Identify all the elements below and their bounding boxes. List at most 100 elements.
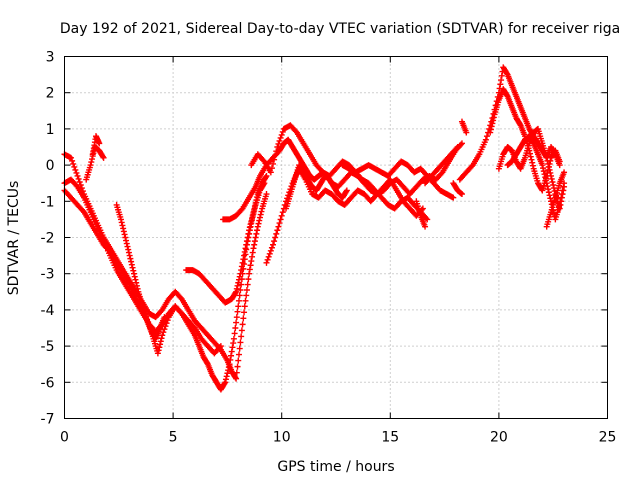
data-point	[239, 321, 246, 328]
data-point	[125, 246, 132, 253]
data-point	[245, 230, 252, 237]
data-point	[238, 327, 245, 334]
data-point	[253, 230, 260, 237]
data-point	[157, 338, 164, 345]
data-point	[238, 263, 245, 270]
plot-frame	[64, 56, 608, 419]
data-point	[159, 332, 166, 339]
data-point	[250, 245, 257, 252]
data-point	[279, 128, 286, 135]
data-point	[216, 344, 223, 351]
data-point	[247, 221, 254, 228]
data-point	[73, 182, 80, 189]
data-point	[74, 172, 81, 179]
data-point	[279, 209, 286, 216]
y-tick-label: 1	[46, 122, 55, 138]
data-point	[154, 350, 161, 357]
data-point	[233, 369, 240, 376]
series-trace-s	[413, 198, 429, 230]
x-tick-label: 20	[490, 430, 508, 446]
data-point	[228, 348, 235, 355]
data-point	[249, 215, 256, 222]
data-point	[130, 267, 137, 274]
data-point	[278, 131, 285, 138]
data-point	[243, 292, 250, 299]
data-point	[253, 197, 260, 204]
data-point	[541, 171, 548, 178]
data-point	[272, 234, 279, 241]
tick-labels: 0 5 10 15 20 25 -7 -6 -5 -4 -3 -2 -1 0 1 2 3	[41, 50, 617, 446]
data-point	[561, 169, 568, 176]
data-point	[543, 154, 550, 161]
data-point	[277, 134, 284, 141]
data-point	[292, 128, 299, 135]
data-point	[123, 237, 130, 244]
data-point	[241, 303, 248, 310]
data-point	[238, 333, 245, 340]
x-tick-label: 0	[60, 430, 69, 446]
series-trace-u	[458, 118, 470, 136]
data-point	[231, 330, 238, 337]
series-trace-r	[543, 169, 568, 230]
data-point	[75, 175, 82, 182]
data-point	[556, 158, 563, 165]
data-point	[235, 297, 242, 304]
data-point	[232, 290, 239, 297]
data-point	[222, 376, 229, 383]
data-point	[545, 189, 552, 196]
data-point	[274, 144, 281, 150]
data-point	[128, 258, 135, 265]
data-point	[69, 157, 76, 164]
data-point	[128, 261, 135, 268]
data-point	[488, 123, 495, 130]
data-point	[234, 308, 241, 315]
data-point	[263, 259, 270, 266]
data-point	[254, 223, 261, 230]
data-point	[278, 212, 285, 219]
data-point	[249, 253, 256, 260]
data-point	[263, 191, 270, 198]
data-point	[249, 249, 256, 256]
data-point	[273, 148, 280, 155]
data-point	[276, 220, 283, 227]
data-point	[157, 341, 164, 348]
data-point	[268, 165, 275, 172]
data-point	[271, 156, 278, 163]
data-point	[224, 370, 231, 377]
data-point	[274, 227, 281, 234]
y-tick-label: 0	[46, 158, 55, 174]
x-tick-label: 5	[169, 430, 178, 446]
data-point	[254, 227, 261, 234]
data-point	[131, 270, 138, 277]
data-point	[266, 250, 273, 257]
data-point	[234, 282, 241, 289]
data-point	[246, 224, 253, 231]
data-point	[177, 294, 184, 301]
data-point	[243, 238, 250, 245]
data-point	[129, 264, 136, 271]
data-point	[558, 194, 565, 201]
y-axis-label: SDTVAR / TECUs	[6, 181, 22, 296]
data-point	[267, 169, 274, 176]
x-tick-label: 15	[381, 430, 399, 446]
data-point	[236, 345, 243, 352]
data-point	[264, 256, 271, 263]
data-point	[96, 140, 103, 147]
data-point	[260, 157, 267, 164]
data-point	[503, 70, 510, 77]
data-point	[190, 323, 197, 330]
data-point	[235, 276, 242, 283]
series-trace-b	[61, 151, 270, 382]
data-point	[79, 207, 86, 214]
data-point	[516, 121, 523, 128]
data-point	[120, 228, 127, 235]
y-tick-label: 3	[46, 50, 55, 66]
data-point	[241, 309, 248, 316]
data-point	[229, 344, 236, 351]
data-point	[222, 379, 229, 386]
data-point	[258, 208, 265, 215]
y-tick-label: 2	[46, 86, 55, 102]
y-tick-label: -3	[41, 267, 55, 283]
data-point	[343, 187, 350, 194]
